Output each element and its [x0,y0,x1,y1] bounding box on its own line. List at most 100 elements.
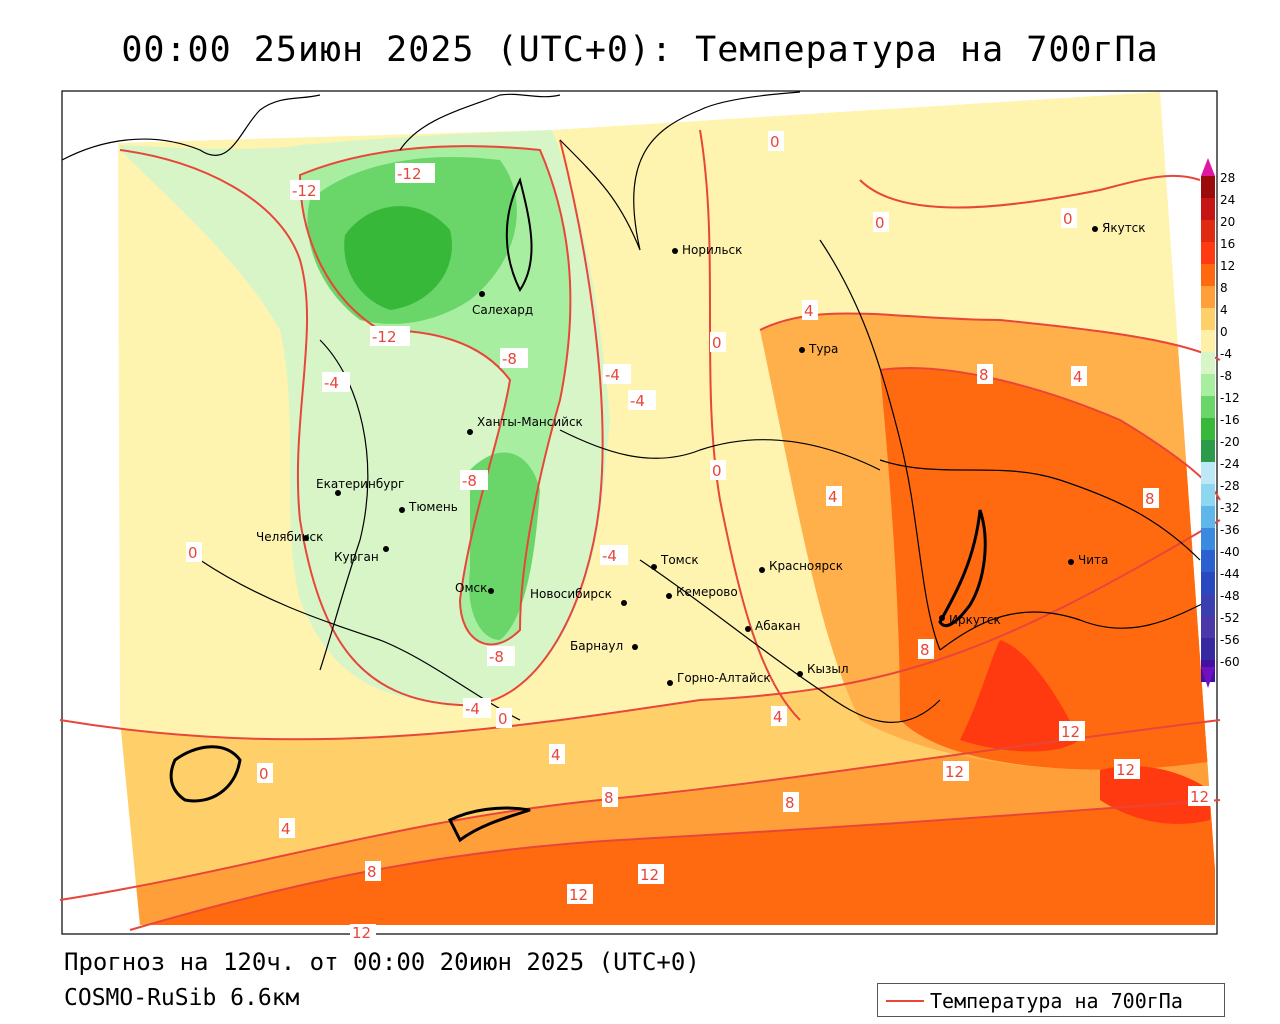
city-label-kurgan: Курган [334,550,379,564]
model-name: COSMO-RuSib 6.6км [64,985,300,1011]
iso-label: 4 [828,488,838,506]
iso-box [603,364,631,384]
field-minus-16 [344,206,452,310]
colorbar-cell [1201,418,1215,440]
iso-label: -8 [462,472,477,490]
temperature-field [118,92,1215,925]
city-dot-yekaterinburg [335,490,341,496]
colorbar-cell [1201,176,1215,198]
city-dot-barnaul [632,644,638,650]
colorbar-bottom-arrow [1201,667,1215,688]
temperature-map: Якутск Норильск Салехард Тура Ханты-Манс… [59,90,1240,942]
map-title: 00:00 25июн 2025 (UTC+0): Температура на… [121,30,1159,70]
city-dot-kemerovo [666,593,672,599]
colorbar-label: -24 [1220,457,1240,471]
iso-box [602,787,618,807]
iso-label: -12 [292,182,317,200]
iso-label: 8 [367,863,377,881]
iso-box [460,470,488,490]
iso-box [487,646,515,666]
iso-label: 4 [551,746,561,764]
colorbar-cell [1201,484,1215,506]
isotherm-12 [129,799,1221,931]
colorbar-cell [1201,550,1215,572]
colorbar-labels: 28 24 20 16 12 8 4 0 -4 -8 -12 -16 -20 -24 -28 -32 -36 -4… [1220,171,1240,669]
iso-label: 0 [712,334,722,352]
aral-sea [169,745,242,803]
admin-border-2 [559,429,881,471]
colorbar-cell [1201,440,1215,462]
admin-border-5 [819,239,941,651]
city-dot-irkutsk [939,615,945,621]
iso-box [549,744,565,764]
colorbar-label: -20 [1220,435,1240,449]
iso-label: -4 [465,700,480,718]
iso-label: 0 [712,462,722,480]
iso-box [1059,721,1085,741]
city-label-tyumen: Тюмень [408,500,458,514]
coastline-west [61,94,321,161]
iso-label: 12 [1061,723,1080,741]
iso-box [463,698,491,718]
iso-box [496,708,512,728]
city-label-tomsk: Томск [660,553,699,567]
city-dot-chita [1068,559,1074,565]
iso-box [350,924,376,936]
iso-label: 12 [640,866,659,884]
city-dot-tomsk [651,564,657,570]
iso-box [710,332,726,352]
city-label-chelyabinsk: Челябинск [256,530,323,544]
colorbar-label: -32 [1220,501,1240,515]
colorbar-cells [1201,176,1215,682]
iso-box [638,864,664,884]
iso-box [500,348,528,368]
iso-label: -4 [605,366,620,384]
lake-baikal [938,509,987,628]
iso-box [257,763,273,783]
colorbar-cell [1201,528,1215,550]
city-dot-krasnoyarsk [759,567,765,573]
city-dot-kurgan [383,546,389,552]
city-label-novosibirsk: Новосибирск [530,587,612,601]
iso-box [395,163,435,183]
iso-label: 0 [875,214,885,232]
iso-box [783,792,799,812]
isotherm-lines [59,129,1221,931]
iso-label: 12 [945,763,964,781]
colorbar-label: 8 [1220,281,1228,295]
borders [61,91,1211,723]
iso-box [1114,759,1140,779]
city-dot-abakan [745,626,751,632]
city-dot-salekhard [479,291,485,297]
colorbar-label: -28 [1220,479,1240,493]
city-label-abakan: Абакан [755,619,800,633]
city-label-salekhard: Салехард [472,303,533,317]
iso-box [600,545,628,565]
iso-label: -12 [397,165,422,183]
colorbar-top-arrow [1201,158,1215,176]
city-dot-yakutsk [1092,226,1098,232]
colorbar-label: -56 [1220,633,1240,647]
colorbar-cell [1201,198,1215,220]
iso-label: 4 [281,820,291,838]
colorbar-label: -8 [1220,369,1232,383]
colorbar-label: 20 [1220,215,1235,229]
colorbar-label: 24 [1220,193,1235,207]
city-dot-tura [799,347,805,353]
city-markers: Якутск Норильск Салехард Тура Ханты-Манс… [256,221,1146,686]
iso-box [370,326,410,346]
iso-box [279,818,295,838]
isotherm-labels: -12 -12 -12 -8 -8 -8 -4 -4 -4 -4 -4 0 0 … [186,131,1214,942]
city-label-krasnoyarsk: Красноярск [769,559,843,573]
isotherm-0-north [859,174,1201,209]
colorbar: 28 24 20 16 12 8 4 0 -4 -8 -12 -16 -20 -24 -28 -32 -36 -4… [1201,158,1240,688]
city-label-tura: Тура [808,342,838,356]
iso-label: 4 [804,302,814,320]
colorbar-cell [1201,286,1215,308]
colorbar-label: 28 [1220,171,1235,185]
iso-label: -4 [630,392,645,410]
isotherm-8-east [879,367,1221,501]
iso-label: 8 [1145,490,1155,508]
colorbar-cell [1201,220,1215,242]
admin-border-7 [939,599,1211,651]
